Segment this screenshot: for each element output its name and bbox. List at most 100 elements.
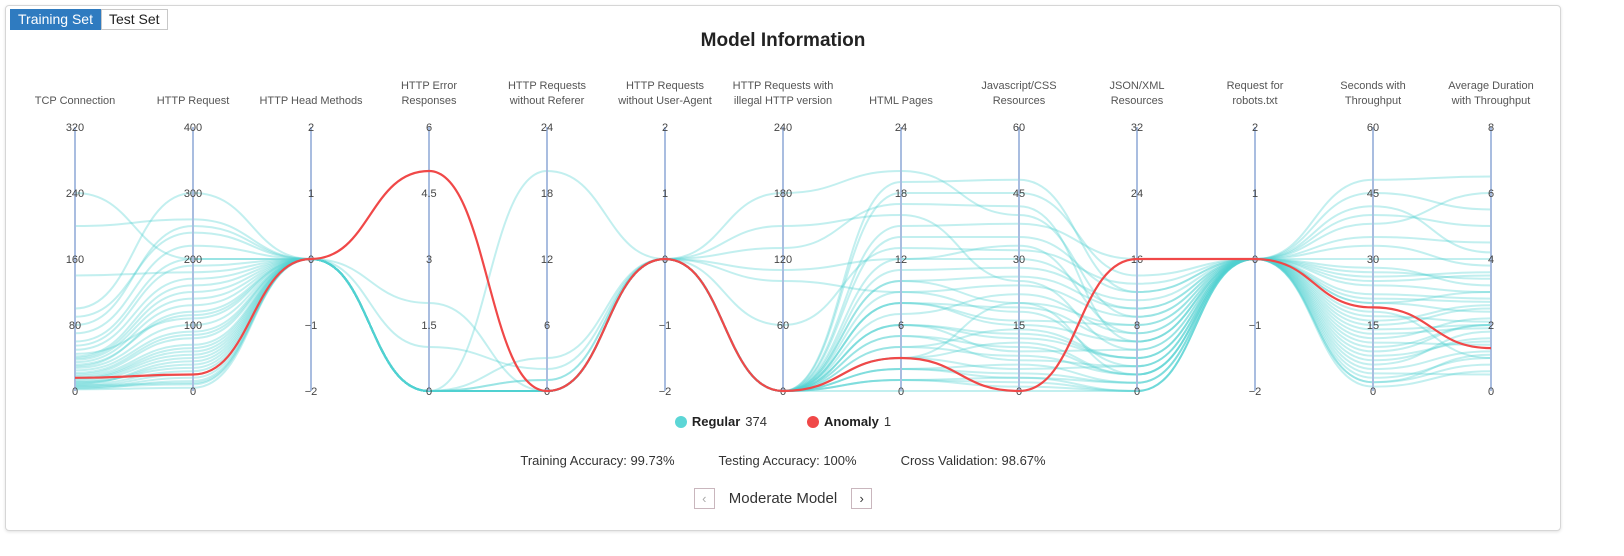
tick-label: −1 — [1249, 320, 1262, 332]
legend: Regular 374 Anomaly 1 — [0, 414, 1566, 429]
tick-label: 2 — [1252, 122, 1258, 134]
axis-title: HTTP Requests — [508, 80, 587, 92]
testing-accuracy: Testing Accuracy: 100% — [718, 453, 857, 468]
axis-title: JSON/XML — [1109, 80, 1164, 92]
tick-label: 45 — [1013, 188, 1025, 200]
tick-label: 300 — [184, 188, 202, 200]
axis-title: Average Duration — [1448, 80, 1533, 92]
dataset-tabs: Training Set Test Set — [10, 9, 168, 30]
tick-label: 12 — [541, 254, 553, 266]
tick-label: 0 — [190, 386, 196, 398]
chart-title: Model Information — [700, 30, 866, 51]
prev-model-button[interactable]: ‹ — [693, 488, 715, 509]
axis-title: HTTP Request — [157, 95, 230, 107]
tick-label: 8 — [1134, 320, 1140, 332]
tab-training-set[interactable]: Training Set — [10, 9, 101, 30]
tick-label: −2 — [659, 386, 672, 398]
axis-title: HTTP Requests with — [733, 80, 834, 92]
tick-label: 100 — [184, 320, 202, 332]
tick-label: −2 — [305, 386, 318, 398]
axis-title: Resources — [1111, 95, 1164, 107]
tick-label: 400 — [184, 122, 202, 134]
tick-label: 6 — [898, 320, 904, 332]
tick-label: 6 — [1488, 188, 1494, 200]
tick-label: 0 — [898, 386, 904, 398]
tick-label: 160 — [66, 254, 84, 266]
tick-label: 60 — [1367, 122, 1379, 134]
tick-label: −1 — [305, 320, 318, 332]
legend-regular-label: Regular — [691, 414, 741, 429]
tick-label: 32 — [1131, 122, 1143, 134]
tick-label: 120 — [774, 254, 792, 266]
axis-title: HTTP Head Methods — [259, 95, 363, 107]
axis-title: HTTP Error — [401, 80, 457, 92]
tick-label: 320 — [66, 122, 84, 134]
regular-dot-icon — [674, 415, 687, 428]
tick-label: 8 — [1488, 122, 1494, 134]
tick-label: 1 — [662, 188, 668, 200]
tick-label: 24 — [895, 122, 907, 134]
axis-title: Request for — [1227, 80, 1284, 92]
tick-label: 2 — [1488, 320, 1494, 332]
legend-anomaly-label: Anomaly — [823, 414, 879, 429]
tick-label: 15 — [1367, 320, 1379, 332]
model-name: Moderate Model — [728, 490, 838, 507]
training-accuracy: Training Accuracy: 99.73% — [520, 453, 675, 468]
anomaly-line — [74, 169, 1492, 393]
tick-label: 0 — [1134, 386, 1140, 398]
tick-label: 0 — [426, 386, 432, 398]
axis-title: Responses — [401, 95, 457, 107]
legend-anomaly[interactable]: Anomaly 1 — [806, 414, 892, 429]
cross-validation: Cross Validation: 98.67% — [900, 453, 1046, 468]
axis-title: illegal HTTP version — [734, 95, 832, 107]
accuracy-stats: Training Accuracy: 99.73% Testing Accura… — [0, 453, 1566, 468]
axis-title: without User-Agent — [617, 95, 712, 107]
tick-label: 24 — [1131, 188, 1143, 200]
tick-label: 4 — [1488, 254, 1494, 266]
axis-title: HTTP Requests — [626, 80, 705, 92]
tab-test-set[interactable]: Test Set — [100, 9, 168, 30]
axis-title: Javascript/CSS — [981, 80, 1056, 92]
legend-regular-count: 374 — [745, 414, 767, 429]
legend-anomaly-count: 1 — [883, 414, 892, 429]
tick-label: 80 — [69, 320, 81, 332]
model-info-card — [5, 5, 1561, 531]
tick-label: 18 — [541, 188, 553, 200]
axis-title: TCP Connection — [35, 95, 116, 107]
tick-label: 60 — [1013, 122, 1025, 134]
tick-label: 3 — [426, 254, 432, 266]
tick-label: 2 — [662, 122, 668, 134]
axis-title: with Throughput — [1451, 95, 1531, 107]
tick-label: 30 — [1367, 254, 1379, 266]
next-model-button[interactable]: › — [851, 488, 873, 509]
axis-title: Seconds with — [1340, 80, 1405, 92]
axis-title: Resources — [993, 95, 1046, 107]
tick-label: 24 — [541, 122, 553, 134]
chevron-right-icon: › — [859, 491, 864, 506]
axis-title: HTML Pages — [869, 95, 933, 107]
tick-label: 0 — [1370, 386, 1376, 398]
tick-label: 4.5 — [421, 188, 436, 200]
tick-label: 200 — [184, 254, 202, 266]
tick-label: 1.5 — [421, 320, 436, 332]
tick-label: 240 — [66, 188, 84, 200]
axis-title: without Referer — [509, 95, 585, 107]
tick-label: 45 — [1367, 188, 1379, 200]
tick-label: 30 — [1013, 254, 1025, 266]
legend-regular[interactable]: Regular 374 — [674, 414, 767, 429]
tick-label: 12 — [895, 254, 907, 266]
model-nav: ‹ Moderate Model › — [0, 488, 1566, 509]
tick-label: 0 — [1488, 386, 1494, 398]
tick-label: 0 — [72, 386, 78, 398]
axis-title: Throughput — [1345, 95, 1401, 107]
tick-label: −2 — [1249, 386, 1262, 398]
axis-title: robots.txt — [1232, 95, 1277, 107]
anomaly-lines — [74, 169, 1492, 393]
tick-label: 2 — [308, 122, 314, 134]
tick-label: 18 — [895, 188, 907, 200]
tick-label: 6 — [544, 320, 550, 332]
tick-label: 6 — [426, 122, 432, 134]
tick-label: 180 — [774, 188, 792, 200]
